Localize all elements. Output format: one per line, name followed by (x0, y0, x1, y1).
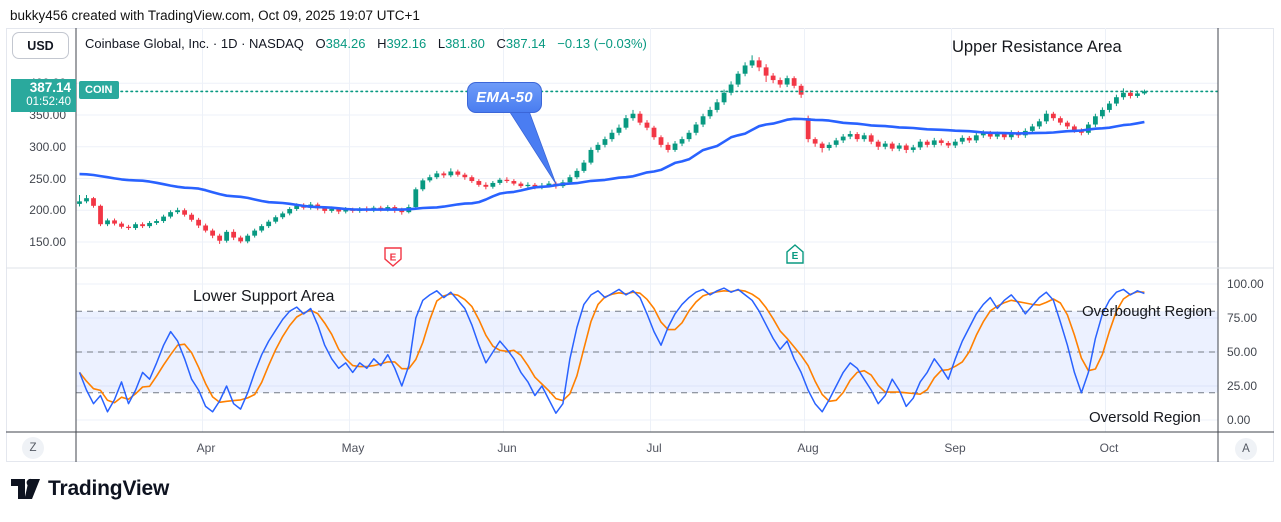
countdown-timer: 01:52:40 (26, 96, 71, 108)
stoch-band (76, 310, 1218, 394)
upper-resistance-annotation[interactable]: Upper Resistance Area (952, 38, 1122, 56)
axis-border-lines (6, 28, 1274, 462)
earnings-miss-letter: E (390, 253, 397, 264)
tradingview-logo-icon (11, 478, 40, 499)
stochastic-lines (78, 287, 1145, 414)
chart-frame (6, 28, 1274, 462)
open-value: 384.26 (325, 36, 366, 51)
oversold-region-annotation[interactable]: Oversold Region (1089, 409, 1201, 426)
lower-support-annotation[interactable]: Lower Support Area (193, 288, 335, 305)
currency-toggle-button[interactable]: USD (12, 32, 69, 59)
symbol-legend[interactable]: Coinbase Global, Inc. · 1D · NASDAQ O384… (85, 36, 647, 51)
candlestick-series (77, 55, 1147, 244)
tradingview-logo-text: TradingView (48, 477, 170, 500)
change-value: −0.13 (−0.03%) (557, 36, 647, 51)
watermark-credit: bukky456 created with TradingView.com, O… (10, 8, 420, 23)
last-price-badge: 387.14 01:52:40 (11, 79, 76, 112)
earnings-beat-letter: E (792, 251, 799, 262)
overbought-region-annotation[interactable]: Overbought Region (1082, 303, 1213, 320)
low-label: L (437, 36, 446, 51)
tradingview-logo[interactable]: TradingView (10, 477, 169, 501)
symbol-badge: COIN (79, 81, 119, 99)
grid-lines (76, 28, 1218, 432)
close-label: C (496, 36, 506, 51)
earnings-miss-icon[interactable]: E (384, 247, 402, 267)
high-value: 392.16 (386, 36, 427, 51)
last-price-value: 387.14 (29, 80, 71, 95)
ema-callout-label[interactable]: EMA-50 (467, 82, 542, 113)
earnings-beat-icon[interactable]: E (786, 244, 804, 264)
ema-50-line (79, 117, 1145, 211)
high-label: H (377, 36, 387, 51)
open-label: O (315, 36, 326, 51)
auto-scale-button[interactable]: A (1235, 438, 1257, 460)
low-value: 381.80 (445, 36, 485, 51)
close-value: 387.14 (505, 36, 546, 51)
timezone-button[interactable]: Z (22, 437, 44, 459)
chart-canvas[interactable]: E E (0, 28, 1281, 462)
symbol-title: Coinbase Global, Inc. · 1D · NASDAQ (85, 36, 304, 51)
